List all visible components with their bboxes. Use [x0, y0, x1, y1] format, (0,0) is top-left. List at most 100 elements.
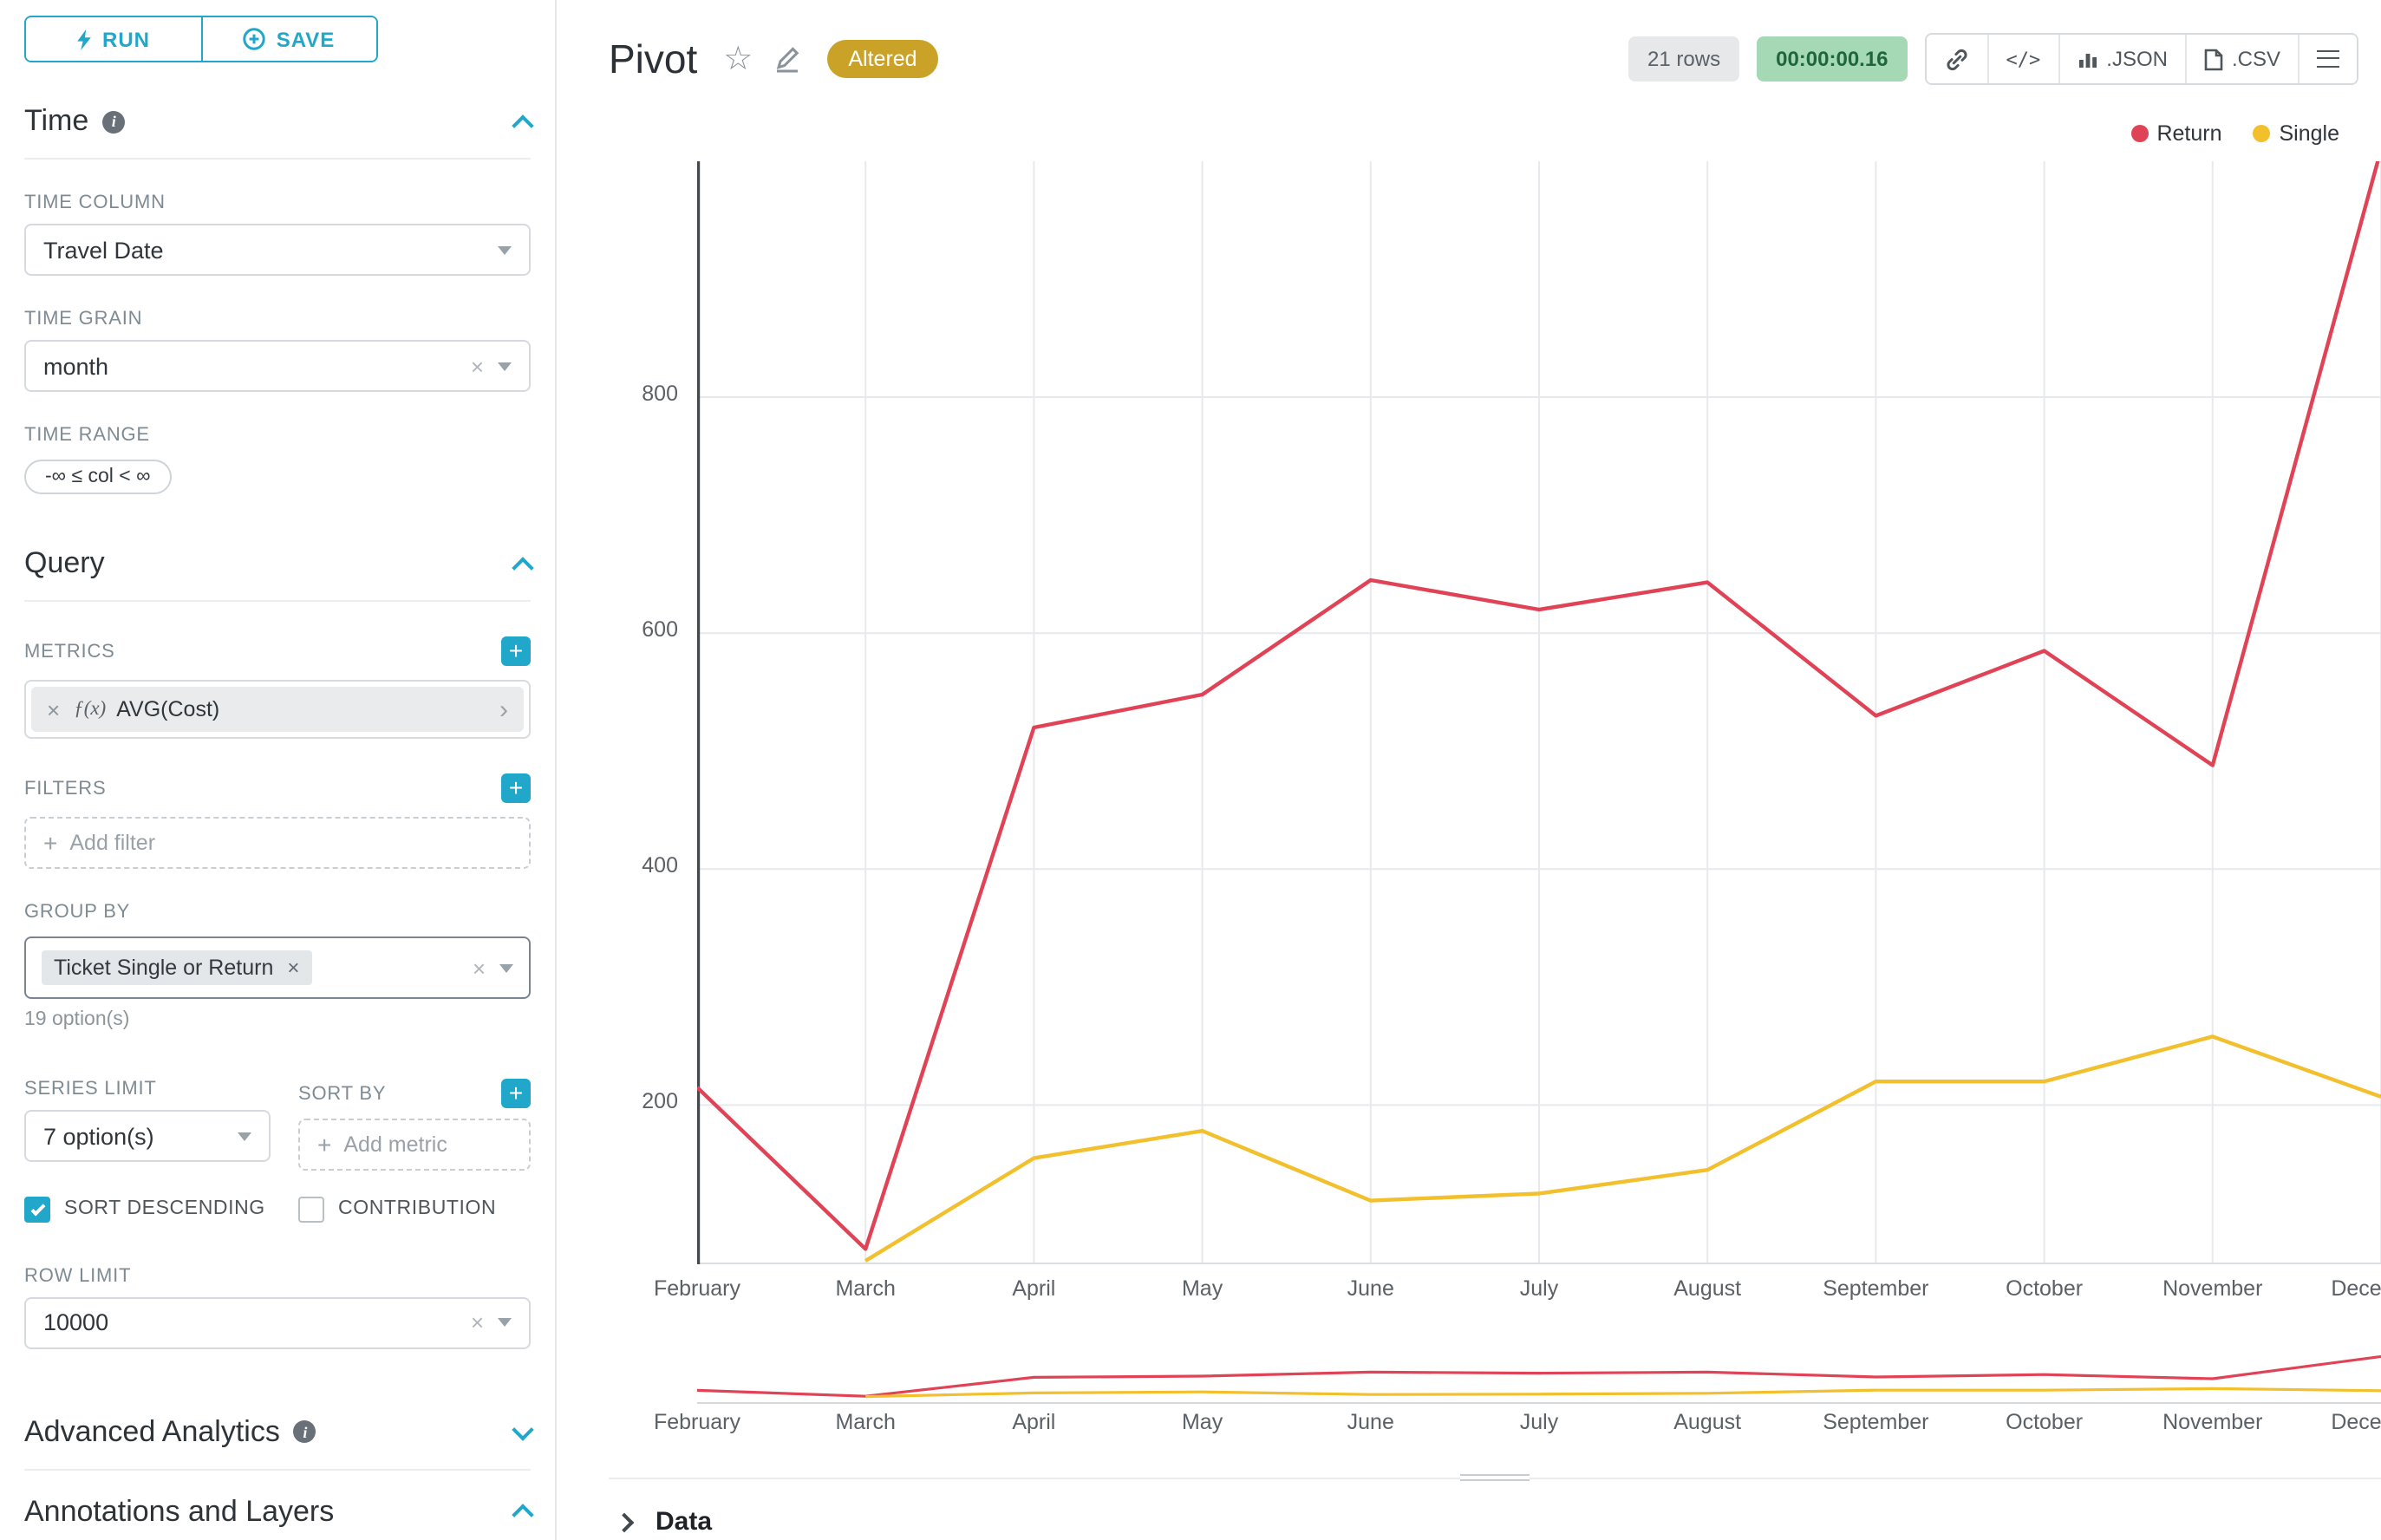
legend-dot-icon: [2253, 125, 2271, 142]
mini-chart-brush[interactable]: [697, 1346, 2381, 1405]
x-tick-label: November: [2162, 1276, 2263, 1301]
series-line-return[interactable]: [697, 161, 2381, 1251]
export-csv-label: .CSV: [2231, 47, 2280, 71]
caret-down-icon: [499, 963, 513, 972]
advanced-analytics-title: Advanced Analytics: [24, 1414, 280, 1448]
contribution-label: CONTRIBUTION: [338, 1198, 497, 1219]
clear-icon[interactable]: ×: [470, 353, 484, 379]
fx-icon: ƒ(x): [74, 699, 107, 720]
x-tick-label: August: [1673, 1410, 1742, 1434]
bolt-icon: [77, 29, 91, 49]
data-section-toggle[interactable]: Data: [614, 1507, 712, 1537]
time-grain-select[interactable]: month ×: [24, 340, 531, 392]
add-sort-metric-button[interactable]: +: [501, 1079, 531, 1108]
share-link-button[interactable]: [1926, 35, 1987, 83]
time-column-select[interactable]: Travel Date: [24, 224, 531, 276]
checkbox-checked-icon: [24, 1197, 50, 1223]
chevron-down-icon[interactable]: [512, 1418, 534, 1440]
group-by-tag[interactable]: Ticket Single or Return ×: [42, 950, 312, 985]
chart-header: Pivot ☆ Altered 21 rows 00:00:00.16 </>: [609, 24, 2358, 94]
mini-series-line-single: [865, 1387, 2381, 1399]
x-tick-label: October: [2006, 1276, 2084, 1301]
time-range-label: TIME RANGE: [24, 425, 150, 446]
add-metric-text: Add metric: [343, 1132, 447, 1157]
save-plus-icon: [243, 28, 266, 50]
save-button[interactable]: SAVE: [200, 17, 376, 61]
group-by-select[interactable]: Ticket Single or Return × ×: [24, 936, 531, 999]
x-tick-label: February: [653, 1410, 741, 1434]
time-section-title: Time: [24, 104, 89, 137]
add-filter-text: Add filter: [69, 831, 156, 855]
contribution-checkbox[interactable]: CONTRIBUTION: [298, 1197, 496, 1224]
legend-label: Single: [2279, 121, 2340, 146]
clear-icon[interactable]: ×: [470, 1309, 484, 1336]
remove-tag-icon[interactable]: ×: [287, 956, 300, 980]
control-panel: RUN SAVE Time i TIME COLUMN Travel Date …: [0, 0, 557, 1540]
x-tick-label: March: [835, 1276, 896, 1301]
add-filter-dropzone[interactable]: + Add filter: [24, 817, 531, 869]
altered-badge: Altered: [827, 40, 938, 78]
favorite-star-icon[interactable]: ☆: [723, 41, 753, 77]
sort-descending-label: SORT DESCENDING: [64, 1198, 265, 1219]
time-range-pill[interactable]: -∞ ≤ col < ∞: [24, 460, 172, 494]
run-button-label: RUN: [102, 27, 150, 51]
menu-button[interactable]: [2298, 35, 2357, 83]
sort-by-label: SORT BY: [298, 1083, 387, 1104]
x-tick-label: May: [1181, 1276, 1223, 1301]
add-sort-metric-dropzone[interactable]: + Add metric: [298, 1119, 531, 1171]
x-tick-label: September: [1823, 1276, 1929, 1301]
row-count-badge: 21 rows: [1628, 36, 1740, 82]
x-tick-label: September: [1823, 1410, 1929, 1434]
time-grain-label: TIME GRAIN: [24, 309, 143, 330]
annotations-header: Annotations and Layers: [24, 1494, 534, 1540]
export-csv-button[interactable]: .CSV: [2184, 35, 2298, 83]
chevron-up-icon[interactable]: [512, 1504, 534, 1526]
x-tick-label: July: [1519, 1276, 1559, 1301]
annotations-title: Annotations and Layers: [24, 1494, 335, 1528]
legend-label: Return: [2156, 121, 2222, 146]
drag-handle-icon[interactable]: [1460, 1471, 1530, 1486]
clear-icon[interactable]: ×: [472, 955, 486, 981]
embed-code-button[interactable]: </>: [1986, 35, 2058, 83]
chevron-right-icon[interactable]: ›: [499, 695, 508, 724]
remove-metric-icon[interactable]: ×: [47, 696, 61, 722]
x-tick-label: April: [1012, 1276, 1056, 1301]
y-tick-label: 400: [642, 853, 678, 878]
caret-down-icon: [498, 1318, 512, 1328]
checkbox-unchecked-icon: [298, 1197, 324, 1223]
export-json-button[interactable]: .JSON: [2058, 35, 2185, 83]
add-filter-button[interactable]: +: [501, 773, 531, 803]
add-metric-button[interactable]: +: [501, 636, 531, 666]
x-tick-label: November: [2162, 1410, 2263, 1434]
legend-item-single[interactable]: Single: [2253, 121, 2340, 146]
run-button[interactable]: RUN: [26, 17, 200, 61]
time-grain-value: month: [43, 353, 109, 379]
row-limit-select[interactable]: 10000 ×: [24, 1296, 531, 1349]
series-limit-select[interactable]: 7 option(s): [24, 1110, 271, 1162]
edit-icon[interactable]: [773, 45, 801, 73]
panel-resize-divider[interactable]: [609, 1471, 2381, 1486]
x-tick-label: May: [1181, 1410, 1223, 1434]
group-by-tag-label: Ticket Single or Return: [54, 956, 274, 980]
plus-icon: +: [43, 829, 58, 857]
group-by-label: GROUP BY: [24, 902, 131, 923]
metric-pill[interactable]: × ƒ(x) AVG(Cost) ›: [31, 687, 524, 732]
chevron-right-icon: [614, 1511, 635, 1532]
info-icon: i: [102, 110, 126, 133]
x-tick-label: July: [1519, 1410, 1559, 1434]
query-section-header: Query: [24, 546, 534, 602]
chevron-up-icon[interactable]: [512, 114, 534, 136]
chevron-up-icon[interactable]: [512, 556, 534, 578]
code-icon: </>: [2006, 48, 2041, 70]
legend-item-return[interactable]: Return: [2130, 121, 2222, 146]
y-tick-label: 200: [642, 1089, 678, 1114]
x-tick-label: August: [1673, 1276, 1742, 1301]
series-line-single[interactable]: [864, 1034, 2381, 1263]
time-column-value: Travel Date: [43, 237, 164, 263]
filters-label: FILTERS: [24, 778, 107, 799]
series-limit-value: 7 option(s): [43, 1123, 154, 1149]
line-chart[interactable]: [697, 161, 2381, 1264]
sort-descending-checkbox[interactable]: SORT DESCENDING: [24, 1197, 298, 1224]
x-tick-label: December: [2331, 1410, 2381, 1434]
chart-title[interactable]: Pivot: [609, 36, 698, 81]
